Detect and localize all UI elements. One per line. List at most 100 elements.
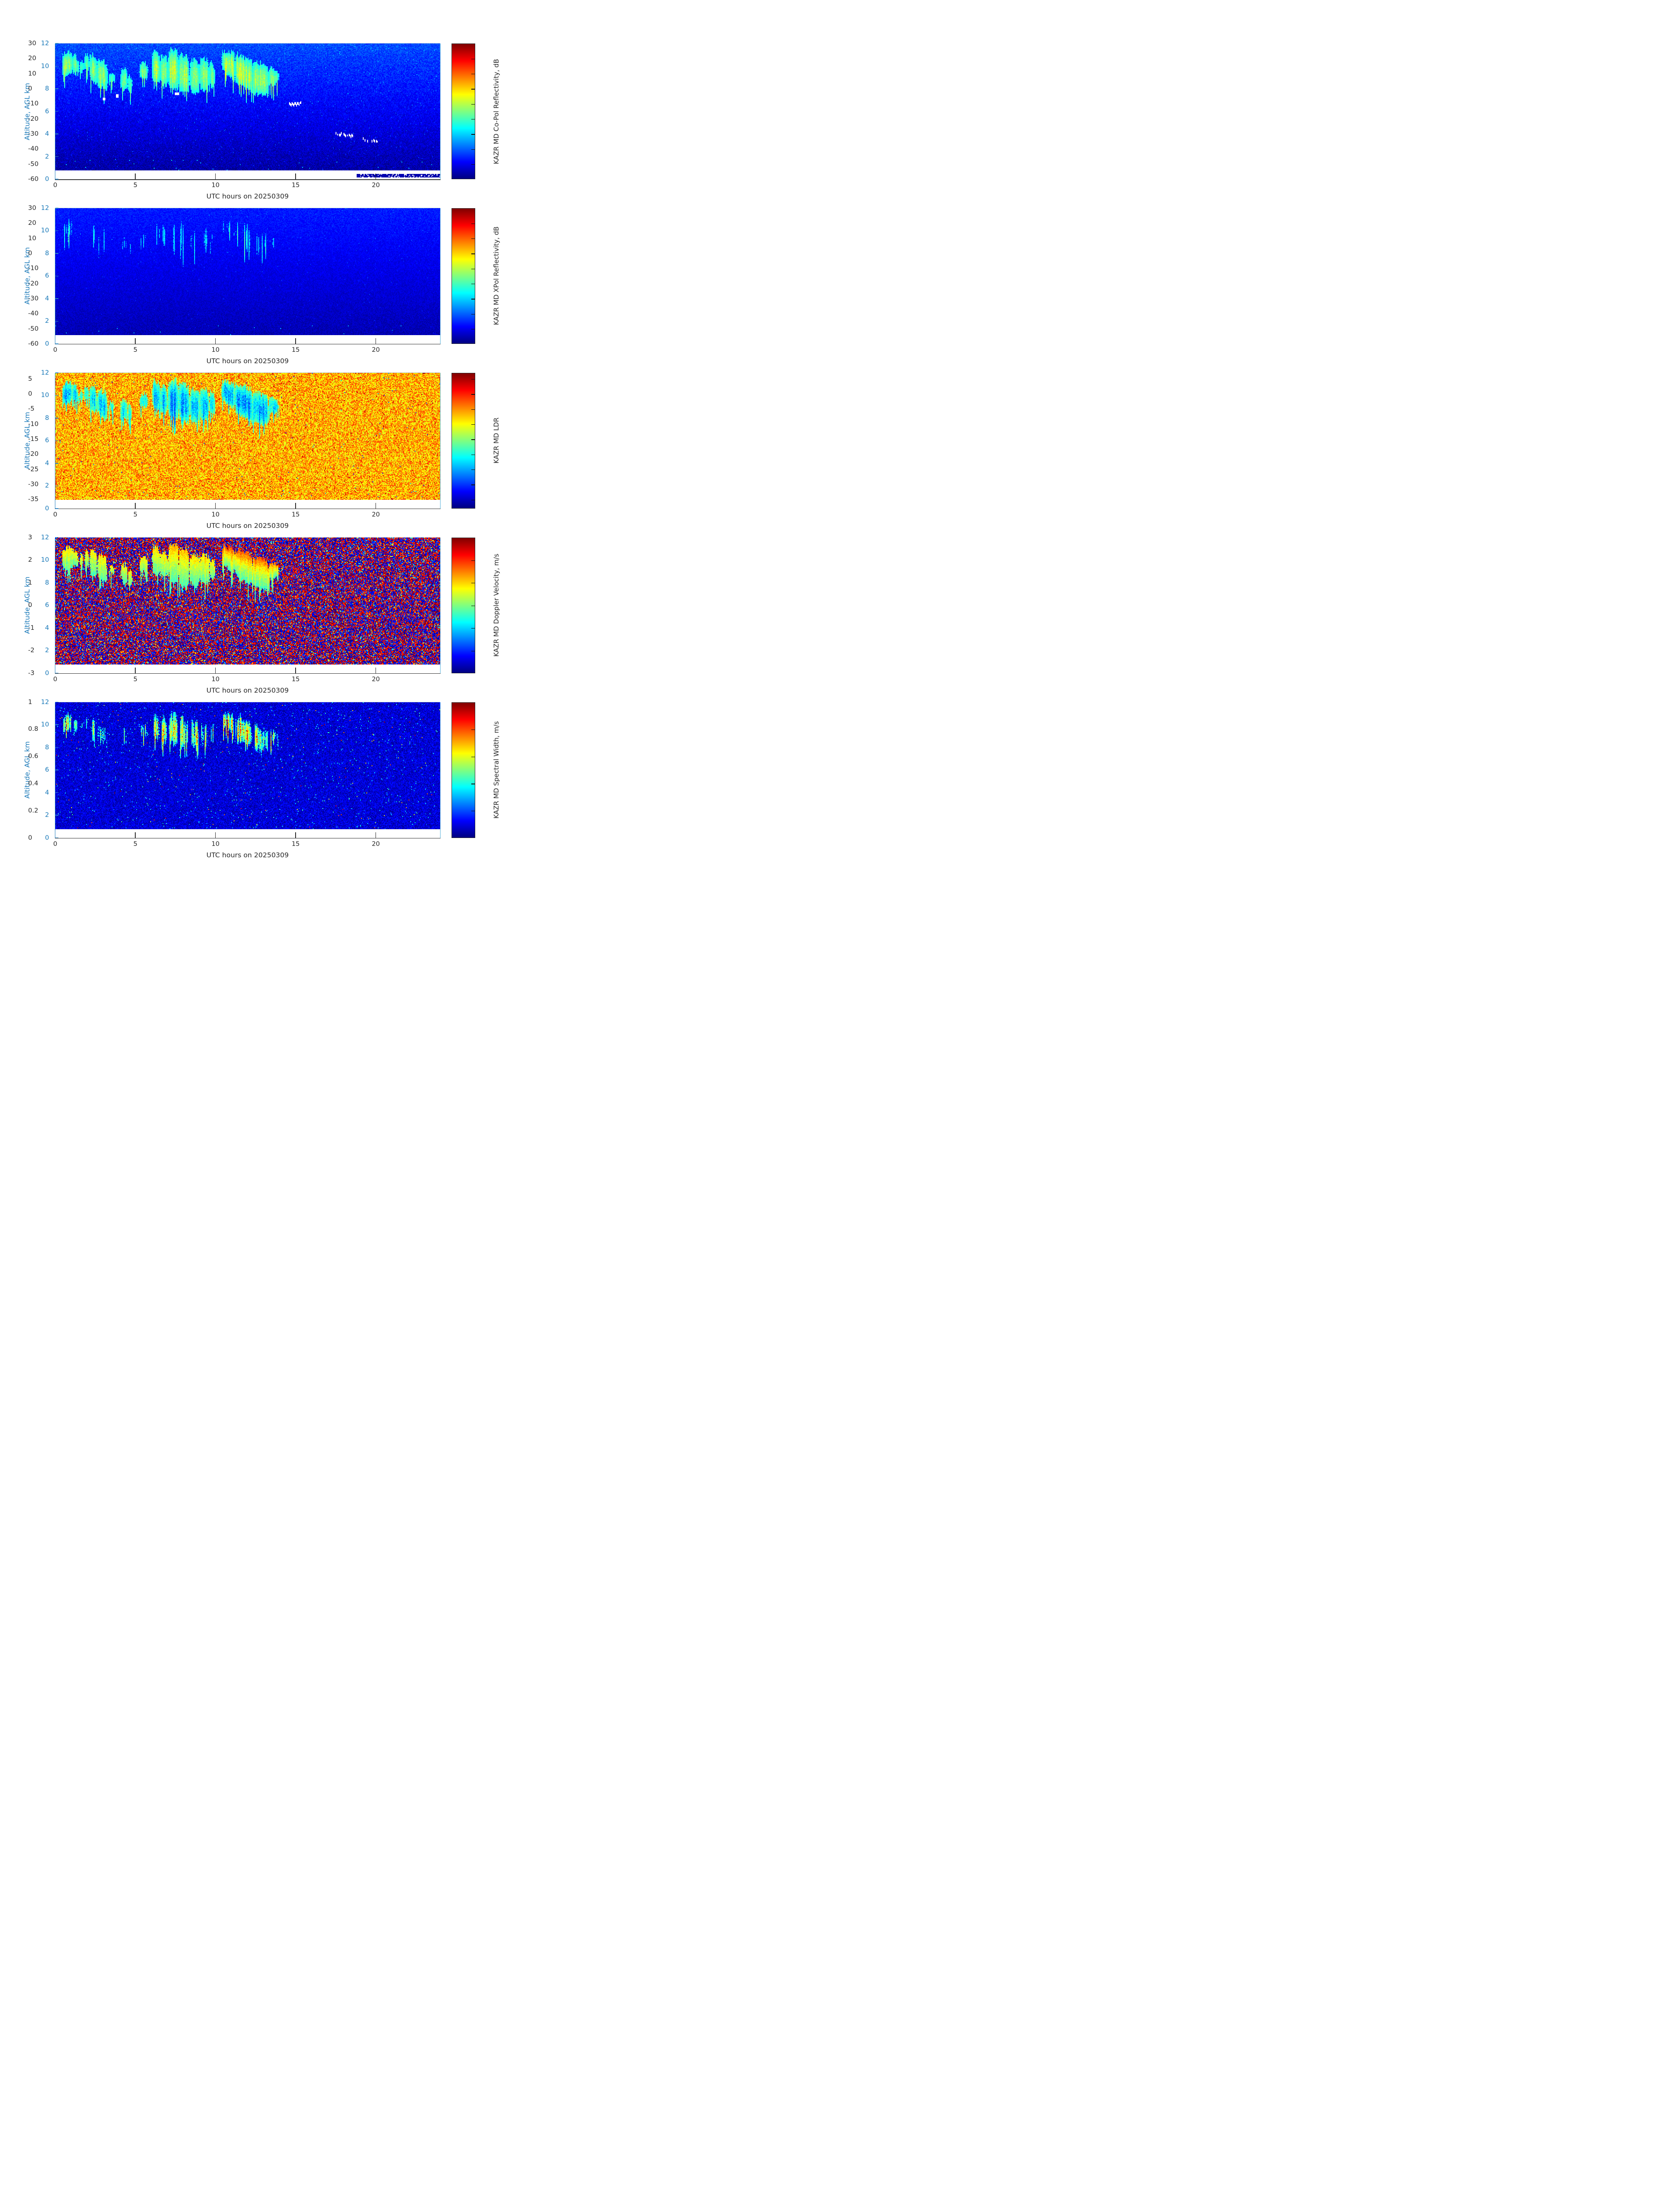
y-tick-label: 10 <box>41 556 49 564</box>
y-tick-label: 4 <box>45 130 49 137</box>
y-tick-mark <box>55 792 58 793</box>
x-axis-label: UTC hours on 20250309 <box>206 686 289 694</box>
y-tick-label: 6 <box>45 766 49 774</box>
x-tick-label: 0 <box>53 182 58 189</box>
y-tick-mark <box>55 769 58 770</box>
colorbar-tick-label: -10 <box>28 100 39 108</box>
colorbar-tick-label: -40 <box>28 310 39 318</box>
y-tick-mark <box>55 321 58 322</box>
colorbar-tick-label: -50 <box>28 160 39 168</box>
y-tick-label: 0 <box>45 669 49 677</box>
colorbar-tick-label: 30 <box>28 204 36 212</box>
x-tick-label: 10 <box>211 675 220 683</box>
x-tick-mark <box>135 338 136 344</box>
x-tick-mark <box>215 832 216 838</box>
y-tick-mark <box>55 815 58 816</box>
x-axis-label: UTC hours on 20250309 <box>206 192 289 200</box>
panel-2: Altitude, AGL km 0 2 4 6 8 10 12 0 5 10 15 20 UTC h… <box>0 204 560 373</box>
y-tick-mark <box>55 418 58 419</box>
y-tick-label: 8 <box>45 85 49 92</box>
colorbar-tick-label: -10 <box>28 420 39 428</box>
y-tick-mark <box>55 179 58 180</box>
x-tick-label: 20 <box>372 511 380 518</box>
top-axis-line <box>55 372 440 373</box>
y-tick-mark <box>55 395 58 396</box>
colorbar-tick-label: -30 <box>28 480 39 488</box>
colorbar-tick-label: 0 <box>28 85 33 92</box>
x-tick-mark <box>215 338 216 344</box>
y-tick-label: 10 <box>41 721 49 729</box>
colorbar-label: KAZR MD Spectral Width, m/s <box>492 721 500 819</box>
y-tick-label: 6 <box>45 437 49 444</box>
colorbar-tick-label: -40 <box>28 145 39 153</box>
y-tick-label: 8 <box>45 414 49 422</box>
right-axis-line <box>440 208 441 344</box>
y-tick-mark <box>55 343 58 344</box>
x-axis-label: UTC hours on 20250309 <box>206 521 289 530</box>
colorbar-tick-label: 0 <box>28 602 33 609</box>
colorbar-tick-label: -5 <box>28 405 35 413</box>
x-axis-line <box>54 838 441 839</box>
y-tick-label: 6 <box>45 602 49 609</box>
y-tick-mark <box>55 508 58 509</box>
y-axis-line <box>54 372 56 509</box>
colorbar-tick-label: 5 <box>28 375 33 383</box>
x-tick-label: 15 <box>291 675 300 683</box>
colorbar-label: KAZR MD Doppler Velocity, m/s <box>492 553 500 657</box>
colorbar-gradient <box>452 702 475 838</box>
x-tick-label: 10 <box>211 182 220 189</box>
x-tick-label: 10 <box>211 346 220 354</box>
x-tick-label: 20 <box>372 182 380 189</box>
y-tick-label: 12 <box>41 369 49 376</box>
y-tick-label: 8 <box>45 744 49 751</box>
colorbar <box>452 208 475 344</box>
x-tick-mark <box>215 502 216 509</box>
plot-area: 0 2 4 6 8 10 12 0 5 10 15 20 <box>41 40 441 189</box>
colorbar-tick-label: 0.8 <box>28 726 39 733</box>
y-tick-label: 4 <box>45 295 49 302</box>
colorbar-tick-label: 10 <box>28 235 36 242</box>
y-tick-label: 10 <box>41 392 49 399</box>
colorbar-tick-label: 1 <box>28 579 33 586</box>
y-tick-label: 2 <box>45 153 49 160</box>
y-axis-line <box>54 208 56 344</box>
colorbar-tick-label: 2 <box>28 556 33 564</box>
y-tick-label: 10 <box>41 227 49 235</box>
right-axis-line <box>440 43 441 179</box>
y-tick-label: 4 <box>45 624 49 632</box>
x-tick-mark <box>295 832 296 838</box>
panel-1: Altitude, AGL km 0 2 4 6 8 10 12 0 5 10 15 20 UTC h… <box>0 40 560 208</box>
y-tick-label: 8 <box>45 579 49 586</box>
x-axis-label: UTC hours on 20250309 <box>206 357 289 365</box>
colorbar-tick-mark <box>471 484 475 485</box>
x-tick-label: 0 <box>53 675 58 683</box>
colorbar-gradient <box>452 373 475 508</box>
y-tick-label: 12 <box>41 204 49 212</box>
y-tick-label: 6 <box>45 108 49 115</box>
y-tick-mark <box>55 253 58 254</box>
colorbar-tick-mark <box>471 238 475 239</box>
colorbar-tick-label: -30 <box>28 130 39 137</box>
x-tick-label: 15 <box>291 840 300 848</box>
y-tick-label: 2 <box>45 318 49 325</box>
heatmap-canvas-5 <box>55 702 440 838</box>
x-tick-mark <box>295 338 296 344</box>
x-tick-label: 0 <box>53 511 58 518</box>
panel-4: Altitude, AGL km 0 2 4 6 8 10 12 0 5 10 15 20 UTC h… <box>0 534 560 702</box>
colorbar-tick-mark <box>471 424 475 425</box>
colorbar-tick-label: 3 <box>28 534 33 541</box>
y-tick-mark <box>55 672 58 674</box>
colorbar-tick-label: 0 <box>28 249 33 257</box>
x-tick-label: 10 <box>211 840 220 848</box>
y-tick-label: 2 <box>45 812 49 819</box>
colorbar-tick-label: -15 <box>28 435 39 443</box>
y-tick-mark <box>55 537 58 538</box>
y-tick-label: 10 <box>41 62 49 70</box>
x-tick-mark <box>295 667 296 673</box>
plot-area: 0 2 4 6 8 10 12 0 5 10 15 20 <box>41 205 441 354</box>
y-tick-label: 0 <box>45 505 49 512</box>
colorbar-gradient <box>452 538 475 673</box>
colorbar-tick-label: -10 <box>28 265 39 272</box>
y-tick-label: 0 <box>45 834 49 842</box>
colorbar-tick-label: 0.2 <box>28 807 39 814</box>
